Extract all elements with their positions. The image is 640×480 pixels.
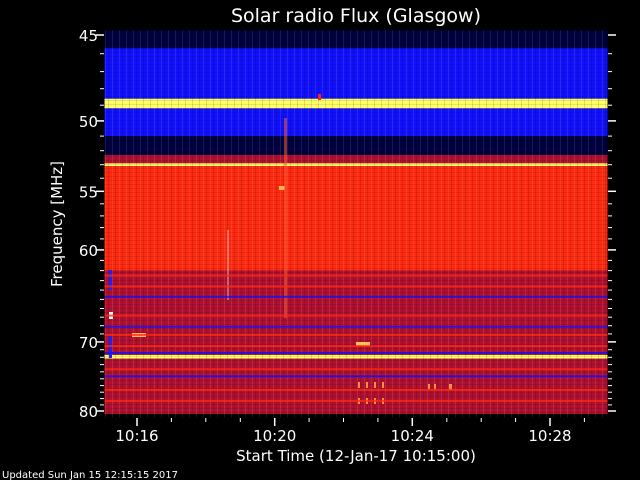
burst-marker — [356, 342, 370, 346]
x-tick-label: 10:16 — [115, 427, 158, 445]
burst-marker — [428, 384, 430, 389]
plot-area — [103, 29, 609, 419]
burst-marker — [109, 270, 112, 290]
interference-line — [104, 295, 608, 298]
burst-marker — [318, 94, 321, 100]
interference-line — [104, 274, 608, 277]
burst-marker — [382, 382, 384, 388]
chart-title: Solar radio Flux (Glasgow) — [231, 5, 481, 27]
y-tick-label: 45 — [79, 27, 98, 45]
vertical-trace — [227, 230, 229, 300]
burst-marker — [449, 384, 452, 390]
y-axis-label: Frequency [MHz] — [48, 161, 66, 287]
interference-line — [104, 345, 608, 348]
x-axis: 10:16 10:20 10:24 10:28 — [115, 418, 585, 445]
interference-line — [104, 368, 608, 371]
y-tick-label: 60 — [79, 242, 98, 260]
spectrum-features — [104, 94, 608, 404]
y-axis: 45 50 55 60 70 80 — [79, 27, 616, 421]
y-tick-label: 80 — [79, 403, 98, 421]
interference-line — [104, 399, 608, 402]
y-tick-label: 55 — [79, 183, 98, 201]
horizontal-streak-texture — [104, 30, 608, 418]
x-tick-label: 10:24 — [391, 427, 434, 445]
interference-line — [104, 388, 608, 391]
burst-marker — [366, 382, 368, 388]
vertical-trace — [284, 118, 287, 318]
interference-line — [104, 333, 608, 336]
interference-line — [104, 314, 608, 317]
x-tick-label: 10:28 — [528, 427, 571, 445]
interference-line — [104, 375, 608, 378]
burst-marker — [358, 382, 360, 388]
burst-marker — [374, 382, 376, 388]
burst-marker — [279, 186, 285, 190]
update-timestamp: Updated Sun Jan 15 12:15:15 2017 — [2, 470, 178, 480]
y-tick-label: 50 — [79, 113, 98, 131]
interference-line — [104, 325, 608, 328]
x-axis-label: Start Time (12-Jan-17 10:15:00) — [236, 447, 476, 465]
interference-line — [104, 352, 608, 354]
y-tick-label: 70 — [79, 334, 98, 352]
plot-frame — [103, 29, 609, 419]
interference-line — [104, 285, 608, 288]
burst-marker — [434, 384, 436, 389]
x-tick-label: 10:20 — [253, 427, 296, 445]
